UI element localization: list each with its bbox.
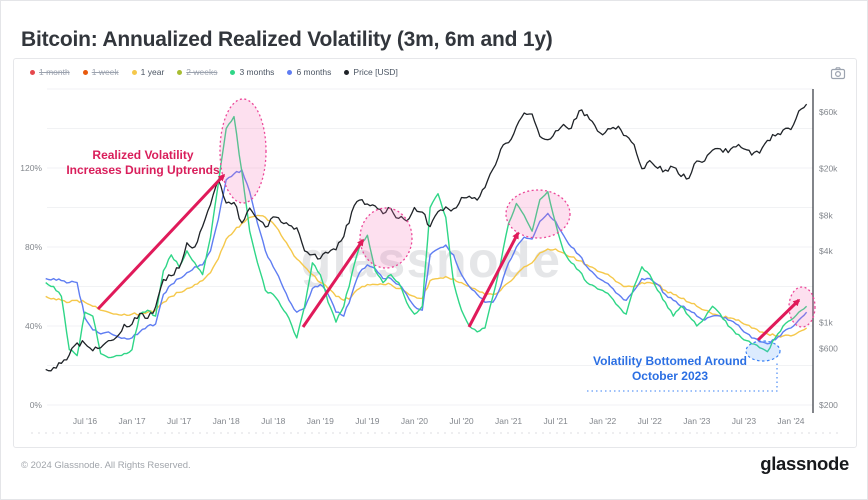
camera-icon[interactable] xyxy=(830,66,846,80)
legend-dot-icon xyxy=(30,69,35,75)
legend-label: 2 weeks xyxy=(186,67,218,77)
chart-legend: 1 month 1 week 1 year 2 weeks 3 months 6 mont… xyxy=(30,67,398,77)
legend-item-6-months[interactable]: 6 months xyxy=(287,67,331,77)
legend-item-2-weeks[interactable]: 2 weeks xyxy=(177,67,217,77)
legend-item-1-year[interactable]: 1 year xyxy=(131,67,165,77)
legend-dot-icon xyxy=(344,69,350,75)
page-title: Bitcoin: Annualized Realized Volatility … xyxy=(21,28,553,52)
legend-dot-icon xyxy=(131,69,137,75)
chart-card: 1 month 1 week 1 year 2 weeks 3 months 6 mont… xyxy=(13,58,857,448)
legend-item-price-usd-[interactable]: Price [USD] xyxy=(344,67,398,77)
legend-label: Price [USD] xyxy=(353,67,398,77)
glassnode-logo: glassnode xyxy=(760,453,849,474)
legend-label: 1 month xyxy=(39,67,70,77)
legend-dot-icon xyxy=(82,69,88,75)
legend-item-3-months[interactable]: 3 months xyxy=(230,67,274,77)
legend-label: 3 months xyxy=(239,67,275,77)
legend-label: 1 week xyxy=(91,67,119,77)
legend-item-1-week[interactable]: 1 week xyxy=(82,67,119,77)
legend-dot-icon xyxy=(230,69,236,75)
legend-item-1-month[interactable]: 1 month xyxy=(30,67,70,77)
legend-dot-icon xyxy=(177,69,183,75)
legend-label: 1 year xyxy=(140,67,165,77)
footer-copyright: © 2024 Glassnode. All Rights Reserved. xyxy=(21,460,191,471)
legend-dot-icon xyxy=(287,69,293,75)
legend-label: 6 months xyxy=(296,67,332,77)
